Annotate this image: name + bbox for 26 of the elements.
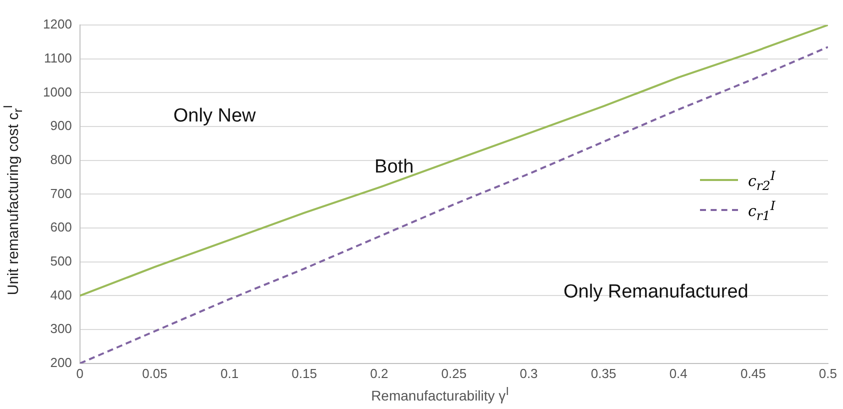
y-tick-label: 400: [50, 287, 72, 302]
x-tick-label: 0.2: [370, 366, 388, 381]
y-tick-label: 700: [50, 186, 72, 201]
x-tick-label: 0.45: [740, 366, 766, 381]
x-axis-title: Remanufacturability γ$^{I}$: [370, 385, 510, 404]
x-tick-label: 0.5: [818, 366, 838, 381]
y-tick-label: 900: [50, 118, 72, 134]
y-tick-label: 500: [50, 253, 72, 268]
y-tick-label: 1000: [43, 84, 72, 100]
y-tick-label: 200: [50, 354, 72, 370]
x-tick-label: 0.25: [441, 366, 467, 381]
x-tick-label: 0.3: [520, 366, 538, 381]
x-tick-label: 0: [76, 366, 84, 381]
y-tick-label: 1200: [43, 16, 72, 32]
annotation: Both: [374, 156, 414, 178]
y-tick-label: 800: [50, 152, 72, 167]
annotation: Only New: [173, 106, 256, 127]
y-tick-label: 1100: [44, 50, 72, 66]
x-tick-label: 0.15: [292, 366, 317, 381]
x-tick-label: 0.4: [669, 366, 688, 381]
x-tick-label: 0.35: [590, 366, 616, 381]
x-tick-label: 0.1: [220, 366, 239, 381]
annotation: Only Remanufactured: [564, 282, 748, 303]
x-tick-label: 0.05: [142, 366, 168, 381]
y-tick-label: 600: [50, 220, 72, 235]
y-tick-label: 300: [50, 321, 72, 336]
